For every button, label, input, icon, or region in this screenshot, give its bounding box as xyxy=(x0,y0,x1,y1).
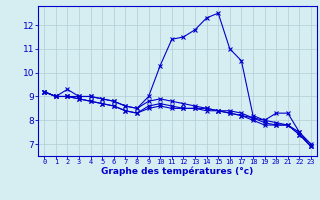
X-axis label: Graphe des températures (°c): Graphe des températures (°c) xyxy=(101,167,254,176)
